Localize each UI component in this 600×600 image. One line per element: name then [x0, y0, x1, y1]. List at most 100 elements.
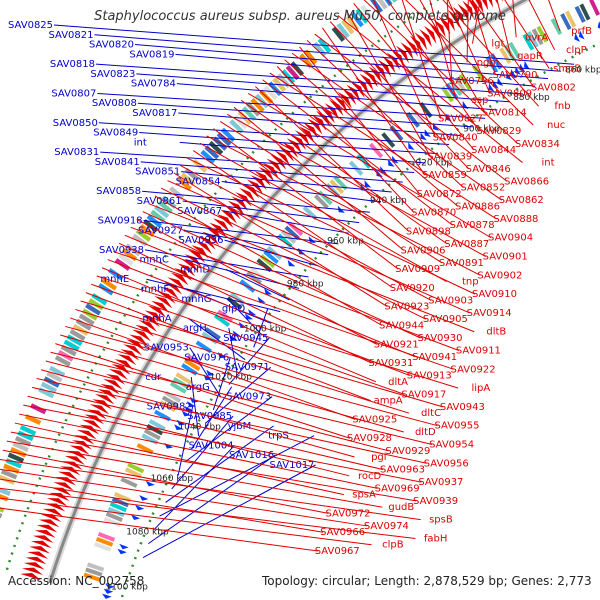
plus-strand-leader-line	[173, 172, 388, 308]
minus-strand-gene-label: SAV0973	[226, 392, 271, 403]
minus-strand-gene-arrow	[245, 313, 254, 320]
plus-strand-gene-label: SAV0929	[385, 446, 430, 457]
plus-strand-gene-label: SAV0922	[451, 364, 496, 375]
plus-strand-gene-label: SAV0928	[347, 433, 392, 444]
plus-strand-category-block	[49, 365, 66, 378]
plus-strand-category-block	[72, 323, 89, 336]
plus-strand-category-block	[135, 228, 152, 242]
minus-strand-category-block	[454, 76, 467, 94]
minus-strand-category-block	[86, 562, 105, 572]
plus-strand-gene-label: rocD	[358, 471, 382, 482]
plus-strand-leader-line	[167, 180, 470, 314]
plus-strand-leader-line	[70, 317, 356, 420]
plus-strand-gene-arrow	[368, 66, 383, 84]
accession-label: Accession: NC_002758	[8, 574, 145, 588]
plus-strand-gene-arrow	[220, 209, 238, 224]
plus-strand-gene-label: SAV0930	[417, 333, 462, 344]
plus-strand-gene-arrow	[307, 118, 323, 135]
plus-strand-category-block	[341, 19, 355, 35]
plus-strand-category-block	[24, 414, 42, 426]
plus-strand-gene-arrow	[34, 530, 56, 538]
plus-strand-category-block	[66, 334, 83, 347]
minus-strand-gene-arrow	[392, 155, 399, 164]
plus-strand-leader-line	[504, 0, 550, 69]
minus-strand-category-block	[111, 496, 130, 508]
minus-strand-category-block	[449, 79, 463, 97]
plus-strand-gene-label: SAV0891	[439, 258, 484, 269]
minus-strand-gene-arrow	[376, 169, 383, 178]
plus-strand-gene-label: SAV0939	[413, 496, 458, 507]
plus-strand-gene-arrow	[270, 154, 287, 170]
plus-strand-leader-line	[0, 497, 372, 546]
minus-strand-gene-label: SAV0820	[89, 40, 134, 51]
plus-strand-gene-arrow	[462, 0, 474, 20]
minus-strand-leader-line	[176, 83, 498, 111]
minus-strand-gene-label: mnhG	[181, 294, 211, 305]
minus-strand-leader-line	[183, 229, 329, 256]
plus-strand-gene-label: SAV0923	[384, 302, 429, 313]
plus-strand-gene-label: SAV0844	[471, 145, 516, 156]
minus-strand-leader-line	[98, 122, 450, 146]
plus-strand-category-block	[114, 258, 131, 271]
minus-strand-category-block	[410, 108, 425, 125]
plus-strand-gene-arrow	[438, 16, 451, 35]
minus-strand-leader-line	[137, 102, 473, 128]
plus-strand-gene-arrow	[180, 258, 199, 272]
plus-strand-gene-arrow	[246, 179, 264, 195]
minus-strand-gene-arrow	[308, 236, 317, 243]
plus-strand-leader-line	[226, 113, 486, 257]
plus-strand-category-block	[12, 441, 29, 453]
minus-strand-category-block	[522, 33, 535, 51]
plus-strand-gene-arrow	[333, 95, 348, 113]
plus-strand-category-block	[391, 0, 398, 3]
minus-strand-gene-arrow	[506, 71, 513, 81]
tick-label: 980 kbp	[287, 279, 324, 289]
plus-strand-category-block	[184, 167, 200, 182]
plus-strand-gene-label: clpB	[382, 540, 404, 551]
minus-strand-gene-arrow	[174, 424, 183, 431]
plus-strand-leader-line	[219, 121, 443, 264]
minus-strand-gene-arrow	[139, 495, 149, 501]
plus-strand-leader-line	[306, 40, 464, 188]
plus-strand-leader-line	[91, 283, 405, 395]
tick-label: 900 kbp	[463, 124, 500, 134]
plus-strand-gene-arrow	[278, 146, 295, 162]
plus-strand-gene-arrow	[258, 166, 275, 182]
plus-strand-category-block	[216, 132, 232, 147]
plus-strand-gene-arrow	[30, 540, 52, 549]
plus-strand-gene-label: SAV0802	[531, 82, 576, 93]
plus-strand-gene-arrow	[105, 374, 126, 385]
plus-strand-gene-arrow	[395, 45, 409, 64]
plus-strand-gene-arrow	[501, 0, 503, 2]
plus-strand-leader-line	[27, 395, 350, 477]
plus-strand-gene-arrow	[151, 300, 170, 314]
minus-strand-gene-label: argH	[183, 323, 207, 334]
minus-strand-gene-arrow	[523, 60, 530, 70]
minus-strand-gene-label: SAV0818	[50, 59, 95, 70]
minus-strand-leader-line	[142, 464, 316, 558]
minus-strand-gene-arrow	[181, 410, 191, 417]
inner-dotted-ring	[119, 41, 600, 600]
plus-strand-category-block	[176, 176, 192, 191]
plus-strand-gene-arrow	[242, 183, 260, 199]
plus-strand-leader-line	[186, 157, 476, 295]
minus-strand-gene-label: SAV0841	[95, 157, 140, 168]
plus-strand-gene-arrow	[286, 138, 303, 155]
minus-strand-category-block	[368, 142, 384, 159]
plus-strand-gene-label: dltA	[388, 377, 408, 388]
minus-strand-leader-line	[188, 317, 246, 361]
plus-strand-gene-arrow	[205, 227, 223, 241]
plus-strand-leader-line	[199, 142, 447, 283]
minus-strand-gene-arrow	[578, 30, 585, 40]
minus-strand-leader-line	[165, 425, 274, 503]
plus-strand-leader-line	[269, 72, 497, 220]
minus-strand-category-block	[508, 41, 521, 59]
minus-strand-category-block	[419, 102, 433, 118]
plus-strand-gene-arrow	[160, 286, 179, 300]
plus-strand-leader-line	[18, 413, 378, 489]
plus-strand-category-block	[157, 200, 174, 214]
plus-strand-gene-arrow	[92, 399, 112, 410]
plus-strand-gene-arrow	[457, 3, 470, 23]
minus-strand-gene-arrow	[103, 588, 114, 594]
minus-strand-category-block	[204, 327, 221, 341]
